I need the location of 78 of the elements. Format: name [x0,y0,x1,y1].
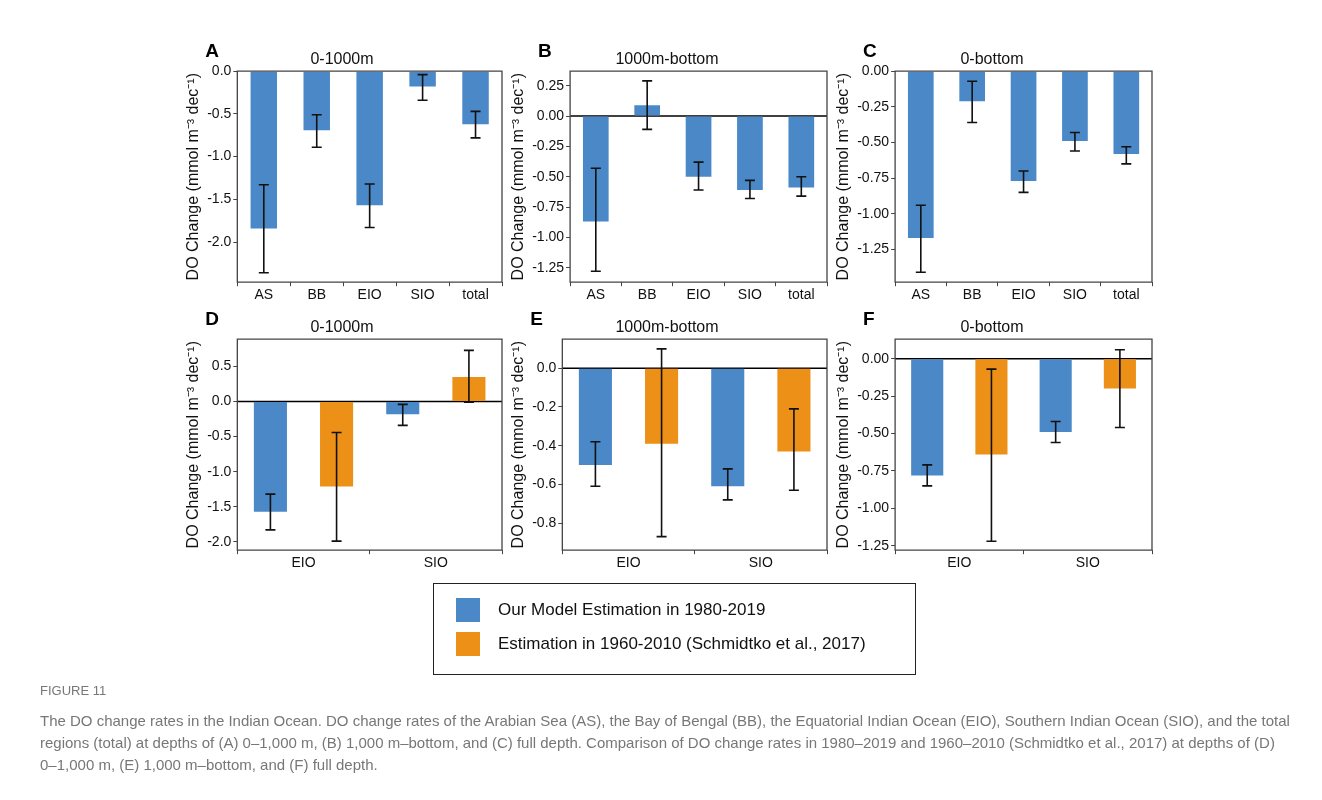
text: The DO change rates in the Indian Ocean. DO change rates of the Arabian Sea (AS), the Bay of Bengal (BB), the Equatorial Indian Ocean (EIO), Southern Indian Ocean (SIO), and the total regions (total) at depths of (A) 0–1,000 m, (B) 1,000 m–bottom, and (C) full depth. Comparison of DO change rates in 1980–2019 and 1960–2010 (Schmidtko et al., 2017) at depths of (D) 0–1,000 m, (E) 1,000 m–bottom, and (F) full depth. [40,711,1290,775]
y-tick-label: -0.4 [532,436,557,453]
x-tick-label: BB [962,286,982,303]
x-tick-label: SIO [737,286,763,303]
x-tick-label: AS [911,286,931,303]
y-tick-label: -1.0 [207,147,232,164]
y-tick-label: -0.6 [532,475,557,492]
x-tick-label: SIO [1062,286,1088,303]
chart-title: 1000m-bottom [615,50,719,68]
x-tick-label: SIO [748,554,773,571]
y-tick-label: -1.0 [207,462,232,479]
x-tick-label: SIO [1075,554,1100,571]
y-tick-label: -1.25 [532,258,565,275]
x-tick-label: EIO [947,554,972,571]
x-tick-label: AS [586,286,606,303]
caption: FIGURE 11 [40,682,108,700]
x-tick-label: total [1113,286,1140,303]
y-axis-title: DO Change (mmol m⁻³ dec⁻¹) [184,73,202,281]
y-tick-label: -1.25 [857,536,890,553]
text: F [863,307,875,329]
chart-title: 0-1000m [310,50,374,68]
text: C [863,39,878,61]
x-tick-label: EIO [1011,286,1036,303]
text: D [205,307,220,329]
y-tick-label: 0.00 [536,106,565,123]
y-tick-label: -0.50 [857,424,890,441]
y-tick-label: -0.5 [207,427,232,444]
x-tick-label: SIO [410,286,435,303]
y-tick-label: 0.00 [861,349,890,366]
y-tick-label: -1.00 [857,499,890,516]
y-tick-label: -0.25 [857,386,890,403]
y-axis-title: DO Change (mmol m⁻³ dec⁻¹) [184,341,202,549]
y-axis-title: DO Change (mmol m⁻³ dec⁻¹) [509,73,527,281]
x-tick-label: AS [254,286,274,303]
y-tick-label: -0.50 [857,133,890,150]
x-tick-label: total [462,286,489,303]
y-tick-label: -1.00 [532,228,565,245]
x-tick-label: EIO [616,554,641,571]
text: A [205,39,220,61]
text: E [530,307,544,329]
y-axis-title: DO Change (mmol m⁻³ dec⁻¹) [834,341,852,549]
x-tick-label: EIO [686,286,711,303]
y-tick-label: 0.0 [211,62,232,79]
x-tick-label: BB [637,286,657,303]
y-tick-label: -0.8 [532,513,557,530]
y-tick-label: -2.0 [207,532,232,549]
y-tick-label: -0.75 [857,168,890,185]
text: B [538,39,552,61]
y-tick-label: -1.25 [857,240,890,257]
y-tick-label: -0.25 [857,97,890,114]
x-tick-label: BB [307,286,327,303]
y-tick-label: 0.25 [536,76,565,93]
y-tick-label: -0.2 [532,397,557,414]
y-tick-label: -0.75 [532,197,565,214]
y-tick-label: 0.00 [861,62,890,79]
y-tick-label: 0.0 [536,359,557,376]
x-tick-label: total [788,286,815,303]
x-tick-label: EIO [357,286,382,303]
chart-title: 1000m-bottom [615,318,719,336]
chart-title: 0-1000m [310,318,374,336]
x-tick-label: SIO [423,554,448,571]
legend-label: Estimation in 1960-2010 (Schmidtko et al., 2017) [498,634,866,654]
y-tick-label: -0.25 [532,137,565,154]
y-tick-label: -1.5 [207,190,232,207]
y-tick-label: 0.0 [211,392,232,409]
x-tick-label: EIO [291,554,316,571]
y-tick-label: -0.5 [207,104,232,121]
chart-title: 0-bottom [960,50,1024,68]
y-axis-title: DO Change (mmol m⁻³ dec⁻¹) [834,73,852,281]
y-axis-title: DO Change (mmol m⁻³ dec⁻¹) [509,341,527,549]
y-tick-label: -0.75 [857,461,890,478]
chart-title: 0-bottom [960,318,1024,336]
y-tick-label: -1.00 [857,204,890,221]
y-tick-label: 0.5 [211,357,232,374]
y-tick-label: -2.0 [207,232,232,249]
legend-label: Our Model Estimation in 1980-2019 [498,600,766,620]
y-tick-label: -1.5 [207,497,232,514]
y-tick-label: -0.50 [532,167,565,184]
